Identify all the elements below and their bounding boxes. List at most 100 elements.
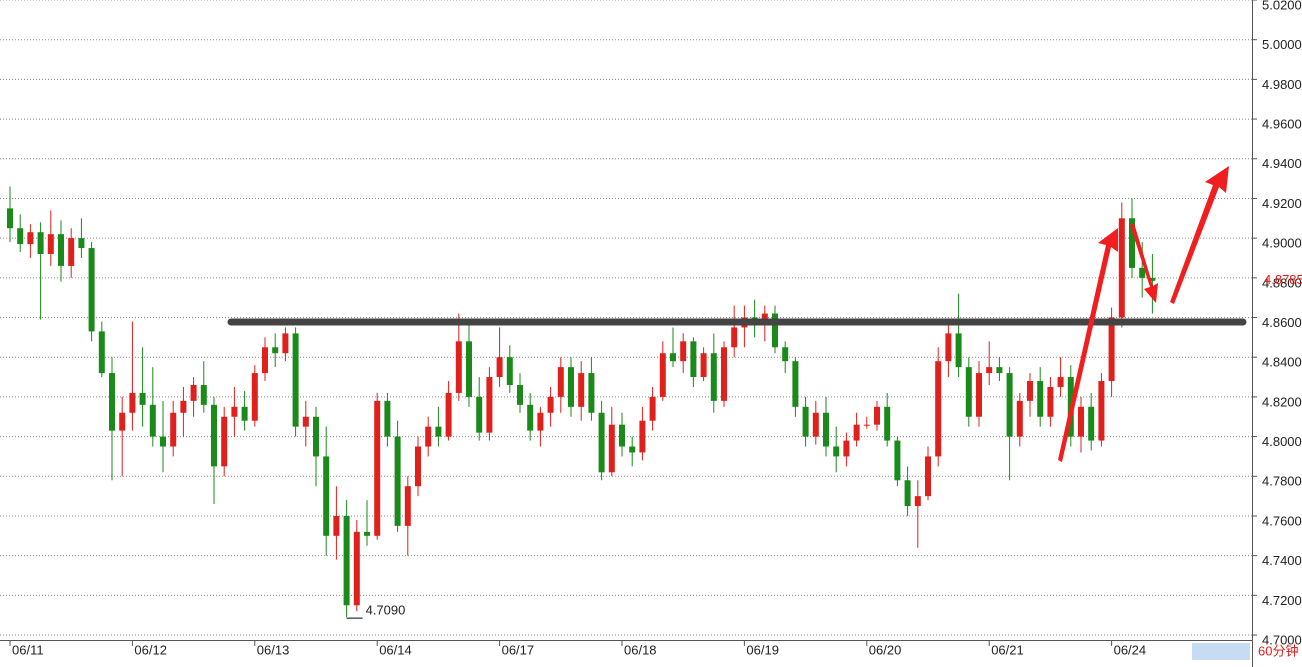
- candle-body: [874, 406, 880, 425]
- y-tick-label: 4.8800: [1262, 275, 1302, 290]
- y-tick-label: 4.7600: [1262, 513, 1302, 528]
- x-tick-label: 06/21: [991, 642, 1024, 657]
- candle-body: [721, 347, 727, 401]
- candle-body: [639, 420, 646, 453]
- candle-body: [710, 353, 717, 401]
- candle-body: [904, 480, 911, 507]
- candle-body: [78, 238, 85, 249]
- candle-body: [649, 396, 656, 421]
- candle-body: [149, 404, 156, 437]
- y-tick-label: 4.7000: [1262, 632, 1302, 647]
- candle-body: [792, 361, 799, 407]
- scrollbar[interactable]: [1192, 643, 1250, 660]
- candle-body: [353, 531, 360, 606]
- candle-body: [843, 440, 850, 457]
- candle-body: [1098, 381, 1105, 441]
- x-tick-label: 06/12: [134, 642, 167, 657]
- candle-body: [272, 347, 279, 354]
- candle-body: [221, 416, 228, 467]
- period-label[interactable]: 60分钟: [1258, 643, 1298, 658]
- candle-body: [1057, 377, 1064, 387]
- candle-body: [700, 353, 707, 378]
- candle-body: [262, 347, 268, 374]
- candle-body: [537, 412, 544, 431]
- candle-body: [27, 232, 34, 245]
- candle-body: [47, 234, 54, 255]
- candle-body: [965, 367, 972, 417]
- candle-body: [690, 341, 697, 378]
- candle-body: [996, 367, 1003, 374]
- candle-body: [608, 424, 615, 473]
- candle-body: [823, 412, 829, 447]
- candle-body: [517, 384, 523, 405]
- candle-body: [466, 341, 472, 397]
- candle-body: [894, 440, 901, 481]
- candle-body: [394, 436, 401, 526]
- candle-body: [139, 392, 146, 405]
- candle-body: [935, 361, 942, 457]
- candle-body: [333, 515, 340, 536]
- candle-body: [343, 515, 350, 606]
- candle-body: [384, 400, 391, 437]
- x-tick-label: 06/18: [624, 642, 657, 657]
- candle-body: [1027, 381, 1033, 401]
- candle-body: [180, 400, 187, 413]
- candle-body: [578, 373, 585, 407]
- y-tick-label: 4.9000: [1262, 236, 1302, 251]
- candle-body: [1108, 317, 1115, 382]
- candle-body: [425, 426, 432, 447]
- candle-body: [659, 353, 666, 397]
- y-tick-label: 4.8400: [1262, 355, 1302, 370]
- y-tick-label: 4.9400: [1262, 156, 1302, 171]
- candle-body: [833, 446, 840, 457]
- candle-body: [1118, 218, 1125, 318]
- candle-body: [17, 228, 24, 245]
- candle-body: [160, 436, 166, 447]
- candle-body: [506, 357, 513, 385]
- y-tick-label: 4.8200: [1262, 394, 1302, 409]
- y-tick-label: 4.9800: [1262, 77, 1302, 92]
- candle-body: [802, 406, 809, 437]
- y-tick-label: 4.9200: [1262, 196, 1302, 211]
- candle-body: [884, 406, 891, 441]
- y-tick-label: 5.0000: [1262, 37, 1302, 52]
- candle-body: [1129, 218, 1135, 268]
- candle-body: [486, 377, 493, 433]
- last-price-label: 4.8785: [1264, 272, 1302, 287]
- arrows: [1058, 166, 1229, 462]
- candle-body: [251, 373, 258, 421]
- candle-body: [619, 424, 625, 447]
- x-tick-label: 06/11: [12, 642, 44, 657]
- candle-body: [313, 416, 319, 457]
- y-tick-label: 4.7200: [1262, 593, 1302, 608]
- candle-body: [374, 400, 381, 536]
- y-tick-label: 4.8000: [1262, 434, 1302, 449]
- candle-body: [231, 406, 238, 417]
- arrow-up-right: [1170, 166, 1229, 304]
- x-tick-label: 06/20: [869, 642, 902, 657]
- candle-body: [119, 412, 126, 431]
- candle-body: [98, 331, 105, 374]
- candle-body: [955, 333, 962, 368]
- candle-body: [292, 333, 299, 427]
- candle-body: [945, 333, 952, 362]
- candle-body: [588, 373, 595, 413]
- candle-body: [598, 412, 605, 473]
- candle-body: [680, 341, 687, 362]
- candle-body: [109, 373, 115, 431]
- candle-body: [455, 341, 462, 393]
- candle-body: [670, 353, 676, 362]
- candle-body: [782, 347, 789, 362]
- candle-body: [476, 396, 483, 433]
- candle-body: [976, 373, 982, 417]
- x-tick-label: 06/14: [379, 642, 412, 657]
- candle-body: [302, 416, 309, 427]
- candle-body: [37, 232, 44, 255]
- candle-body: [1149, 277, 1156, 281]
- candle-body: [1139, 267, 1146, 278]
- candle-body: [190, 384, 197, 401]
- candle-body: [812, 412, 819, 437]
- candle-body: [914, 496, 921, 507]
- x-tick-label: 06/13: [257, 642, 290, 657]
